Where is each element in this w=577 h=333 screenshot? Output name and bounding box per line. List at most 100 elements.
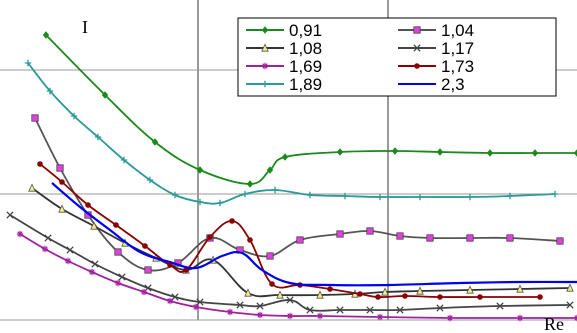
data-point bbox=[477, 294, 483, 300]
data-point bbox=[24, 59, 32, 67]
legend-label: 1,89 bbox=[289, 75, 322, 94]
data-point bbox=[436, 304, 444, 312]
data-point bbox=[59, 179, 65, 185]
series-1-89 bbox=[24, 59, 559, 207]
data-point bbox=[183, 267, 189, 273]
data-point bbox=[207, 234, 213, 240]
series-line bbox=[19, 233, 577, 319]
data-point bbox=[402, 293, 408, 299]
data-point bbox=[88, 268, 96, 276]
y-axis-label: I bbox=[82, 17, 88, 37]
data-point bbox=[236, 301, 244, 309]
data-point bbox=[247, 237, 253, 243]
data-point bbox=[375, 294, 381, 300]
data-point bbox=[16, 230, 24, 238]
data-point bbox=[261, 62, 269, 70]
legend-label: 1,08 bbox=[289, 39, 322, 58]
legend-item: 2,3 bbox=[398, 75, 465, 94]
legend-label: 1,17 bbox=[441, 39, 474, 58]
series-line bbox=[39, 163, 540, 298]
data-point bbox=[414, 63, 420, 69]
data-point bbox=[226, 308, 234, 316]
data-point bbox=[41, 245, 49, 253]
data-point bbox=[90, 221, 98, 230]
legend-item: 1,04 bbox=[398, 21, 474, 40]
data-point bbox=[376, 313, 384, 321]
data-point bbox=[44, 234, 52, 242]
data-point bbox=[566, 301, 574, 309]
data-point bbox=[551, 190, 559, 198]
data-point bbox=[306, 191, 314, 199]
data-point bbox=[244, 288, 252, 297]
data-point bbox=[573, 149, 577, 157]
data-point bbox=[64, 257, 72, 265]
series-group bbox=[6, 31, 577, 322]
data-point bbox=[167, 262, 173, 268]
data-point bbox=[229, 218, 235, 224]
data-point bbox=[85, 202, 91, 208]
data-point bbox=[437, 294, 443, 300]
data-point bbox=[171, 293, 179, 301]
data-point bbox=[556, 237, 564, 245]
data-point bbox=[114, 248, 122, 256]
legend-item: 0,91 bbox=[246, 21, 322, 40]
legend-item: 1,69 bbox=[246, 57, 322, 76]
data-point bbox=[416, 286, 424, 295]
series-0-91 bbox=[42, 31, 577, 188]
data-point bbox=[151, 138, 159, 146]
data-point bbox=[566, 283, 574, 292]
data-point bbox=[120, 156, 128, 164]
data-point bbox=[357, 291, 363, 297]
data-point bbox=[6, 211, 14, 219]
data-point bbox=[316, 290, 324, 299]
data-point bbox=[216, 199, 224, 207]
data-point bbox=[118, 273, 126, 281]
data-point bbox=[171, 191, 179, 199]
data-point bbox=[496, 302, 504, 310]
data-point bbox=[266, 252, 274, 260]
data-point bbox=[196, 198, 204, 206]
data-point bbox=[486, 149, 494, 157]
data-point bbox=[296, 236, 304, 244]
data-point bbox=[271, 186, 279, 194]
data-point bbox=[256, 302, 264, 310]
data-point bbox=[286, 312, 294, 320]
data-point bbox=[31, 114, 39, 122]
data-point bbox=[246, 180, 254, 188]
data-point bbox=[506, 234, 514, 242]
data-point bbox=[327, 286, 333, 292]
data-point bbox=[366, 306, 374, 314]
data-point bbox=[413, 26, 421, 34]
data-point bbox=[391, 147, 399, 155]
legend-label: 1,73 bbox=[441, 57, 474, 76]
series-1-08 bbox=[28, 183, 574, 299]
data-point bbox=[336, 306, 344, 314]
legend-item: 1,89 bbox=[246, 75, 322, 94]
data-point bbox=[341, 192, 349, 200]
data-point bbox=[42, 31, 50, 39]
legend-item: 1,73 bbox=[398, 57, 474, 76]
data-point bbox=[101, 91, 109, 99]
data-point bbox=[146, 176, 154, 184]
data-point bbox=[261, 26, 269, 34]
data-point bbox=[37, 161, 43, 167]
data-point bbox=[306, 306, 314, 314]
data-point bbox=[466, 193, 474, 201]
legend-item: 1,08 bbox=[246, 39, 322, 58]
data-point bbox=[196, 298, 204, 306]
data-point bbox=[336, 230, 344, 238]
legend-label: 2,3 bbox=[441, 75, 465, 94]
data-point bbox=[142, 243, 148, 249]
series-line bbox=[31, 187, 571, 298]
data-point bbox=[416, 193, 424, 201]
series-1-69 bbox=[16, 230, 577, 322]
data-point bbox=[66, 246, 74, 254]
data-point bbox=[58, 204, 66, 213]
legend-box bbox=[237, 17, 557, 97]
data-point bbox=[144, 266, 152, 274]
data-point bbox=[396, 306, 404, 314]
data-point bbox=[196, 166, 204, 174]
data-point bbox=[413, 44, 421, 52]
data-point bbox=[113, 222, 119, 228]
x-axis-label: Re bbox=[544, 314, 564, 333]
